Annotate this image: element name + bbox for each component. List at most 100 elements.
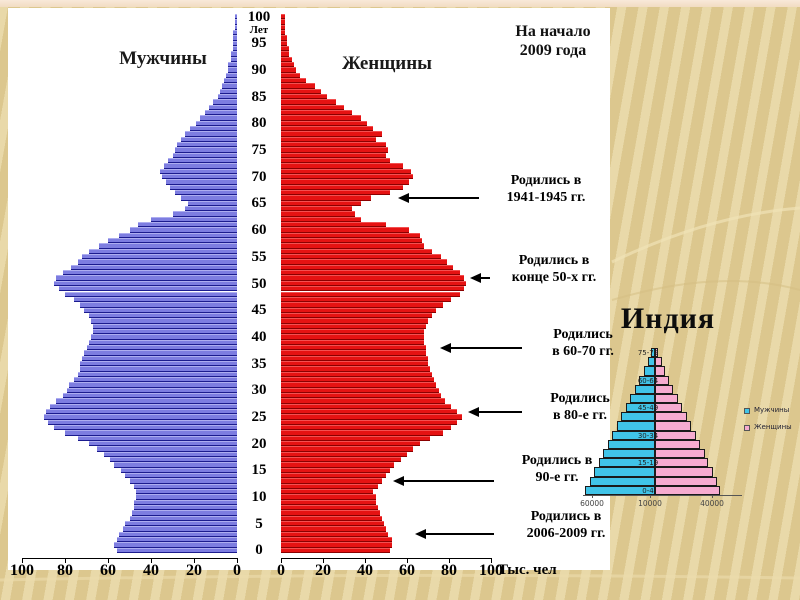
men-bar [232,46,237,52]
india-men-bar [625,403,655,413]
india-bar-age-label: 60-64 [637,376,659,385]
men-bar [90,318,237,324]
men-bar [129,227,237,233]
women-bar [281,494,376,500]
women-bar [281,24,286,30]
india-men-bar [630,393,655,404]
women-bar [281,211,355,217]
women-bar [281,547,391,553]
india-men-bar [647,357,655,367]
women-bar [281,126,374,132]
age-tick-label: 5 [255,515,263,532]
women-bar [281,243,424,249]
men-bar [56,275,237,281]
men-bar [200,115,237,121]
women-bar [281,424,452,431]
women-bar [281,451,407,457]
women-value-axis-line [281,558,491,560]
women-axis-tick [491,558,492,563]
men-bar [133,504,237,511]
india-women-bar [655,384,674,394]
men-bar [108,238,237,244]
india-men-bar [639,375,655,385]
men-axis-tick [237,558,238,563]
men-axis-tick-label: 60 [100,562,116,579]
men-bar [138,222,237,228]
men-bar [65,291,237,297]
men-bar [234,19,237,25]
women-bar [281,67,296,73]
women-bar [281,270,460,276]
women-axis-tick [449,558,450,563]
slide-top-strip [0,0,800,7]
men-axis-tick-label: 100 [10,562,34,579]
women-axis-tick [323,558,324,563]
men-bar [187,200,237,207]
men-bar [181,195,237,201]
women-bar [281,94,328,100]
india-axis-tick [650,495,651,498]
women-bar [281,232,420,239]
age-tick-label: 20 [251,435,267,452]
men-bar [181,136,237,143]
india-men-bar [589,476,655,486]
men-bar [228,62,237,68]
men-bar [54,424,237,431]
age-tick-label: 0 [255,542,263,559]
men-bar [159,168,237,175]
women-bar [281,291,460,297]
women-bar [281,286,464,292]
women-bar [281,142,386,148]
india-men-bar [621,412,655,422]
men-bar [135,494,237,500]
women-bar [281,51,290,57]
annotation-text-line: 90-е гг. [535,470,579,485]
men-bar [49,403,237,409]
men-bar [80,302,237,308]
men-bar [82,355,237,361]
women-bar [281,472,386,479]
men-axis-tick [108,558,109,563]
women-bar [281,248,433,255]
men-bar [84,307,237,313]
women-bar [281,19,286,25]
women-bar [281,206,353,212]
women-bar [281,334,424,340]
women-bar [281,392,441,399]
women-bar [281,435,431,441]
age-tick-label: 15 [251,462,267,479]
men-bar [234,14,237,20]
age-tick-label: 40 [251,328,267,345]
women-bar [281,307,437,313]
men-bar [217,94,237,100]
men-axis-tick-label: 20 [186,562,202,579]
women-bar [281,483,378,489]
men-bar [116,536,237,543]
annotation-text: Родились в 60-70 гг. [530,326,636,360]
india-axis-tick-label: 60000 [580,499,604,508]
india-men-bar [603,449,655,459]
women-bar [281,360,428,367]
women-bar [281,62,294,68]
women-bar [281,136,376,143]
men-bar [56,398,237,404]
women-bar [281,478,382,484]
men-bar [58,286,237,292]
women-bar [281,440,420,447]
men-bar [69,382,237,388]
annotation-arrow-head [468,407,479,417]
women-bar [281,542,393,548]
women-bar [281,14,286,20]
india-women-bar [655,375,669,385]
men-bar [114,462,237,468]
men-bar [125,472,237,479]
india-men-bar [612,430,655,440]
men-bar [84,350,237,356]
men-bar [232,35,237,41]
india-men-bar [594,467,655,477]
women-bar [281,318,428,324]
age-tick-label: 45 [251,302,267,319]
women-bar [281,302,443,308]
age-tick-label: 90 [251,62,267,79]
age-tick-label: 70 [251,168,267,185]
